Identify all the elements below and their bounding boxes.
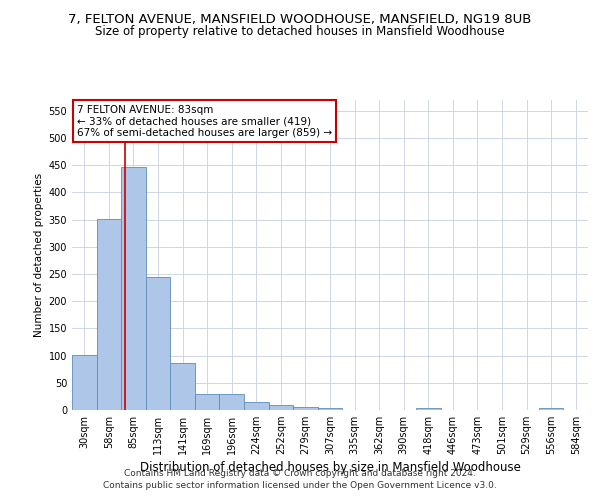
- Text: Size of property relative to detached houses in Mansfield Woodhouse: Size of property relative to detached ho…: [95, 25, 505, 38]
- Bar: [244, 402, 269, 410]
- Bar: [416, 408, 440, 410]
- Bar: [170, 362, 195, 410]
- Bar: [97, 218, 121, 410]
- Bar: [195, 394, 220, 410]
- Text: Contains HM Land Registry data © Crown copyright and database right 2024.: Contains HM Land Registry data © Crown c…: [124, 468, 476, 477]
- Bar: [318, 408, 342, 410]
- Bar: [72, 354, 97, 410]
- Text: 7 FELTON AVENUE: 83sqm
← 33% of detached houses are smaller (419)
67% of semi-de: 7 FELTON AVENUE: 83sqm ← 33% of detached…: [77, 104, 332, 138]
- Text: Contains public sector information licensed under the Open Government Licence v3: Contains public sector information licen…: [103, 481, 497, 490]
- X-axis label: Distribution of detached houses by size in Mansfield Woodhouse: Distribution of detached houses by size …: [140, 462, 520, 474]
- Bar: [539, 408, 563, 410]
- Bar: [146, 278, 170, 410]
- Text: 7, FELTON AVENUE, MANSFIELD WOODHOUSE, MANSFIELD, NG19 8UB: 7, FELTON AVENUE, MANSFIELD WOODHOUSE, M…: [68, 12, 532, 26]
- Bar: [121, 167, 146, 410]
- Bar: [269, 405, 293, 410]
- Bar: [293, 406, 318, 410]
- Bar: [220, 394, 244, 410]
- Y-axis label: Number of detached properties: Number of detached properties: [34, 173, 44, 337]
